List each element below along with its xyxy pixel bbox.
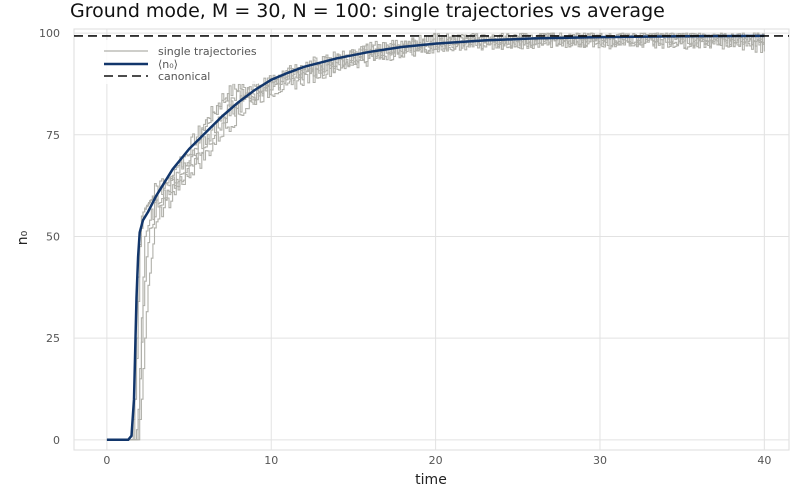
mean-line [106,34,765,442]
x-tick-label-10: 10 [264,454,278,467]
x-tick-label-0: 0 [103,454,110,467]
y-tick-label-100: 100 [39,27,60,40]
y-tick-label-25: 25 [46,332,60,345]
single-trajectories [106,32,765,441]
legend: single trajectories ⟨n₀⟩ canonical [98,40,258,84]
series-lines [74,34,789,442]
x-axis-label: time [415,472,447,488]
grid [74,29,789,450]
trajectory-5 [106,32,765,441]
x-tick-label-20: 20 [429,454,443,467]
chart-title: Ground mode, M = 30, N = 100: single tra… [70,0,665,22]
x-tick-label-40: 40 [757,454,771,467]
x-tick-label-30: 30 [593,454,607,467]
x-tick-labels: 0 10 20 30 40 [103,454,771,467]
legend-label-canonical: canonical [158,70,210,83]
y-tick-label-50: 50 [46,230,60,243]
y-axis-label: n₀ [15,230,31,245]
y-tick-label-0: 0 [53,434,60,447]
legend-label-mean: ⟨n₀⟩ [158,58,178,71]
legend-label-single-trajectories: single trajectories [158,45,257,58]
plot-area [73,28,790,451]
y-tick-labels: 0 25 50 75 100 [39,27,60,447]
y-tick-label-75: 75 [46,129,60,142]
